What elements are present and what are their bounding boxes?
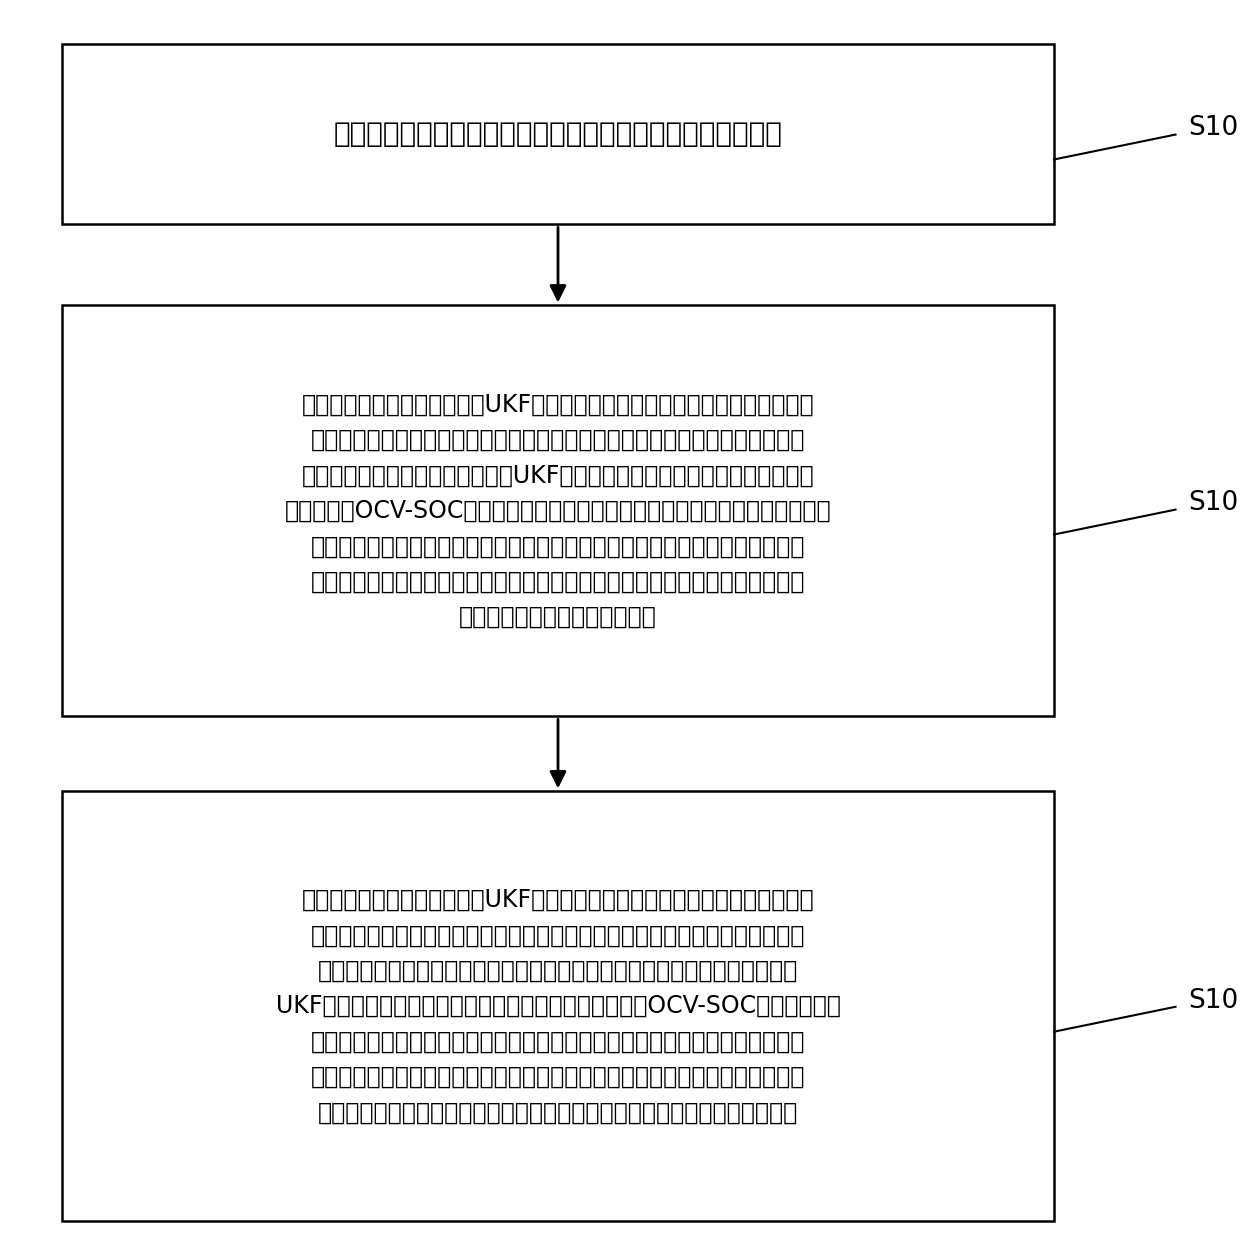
Bar <box>62 305 1054 716</box>
Text: S103: S103 <box>1188 988 1240 1013</box>
Bar <box>62 44 1054 224</box>
Text: 建立锂离子动力电池的荷电状态空间模型与健康状态空间模型: 建立锂离子动力电池的荷电状态空间模型与健康状态空间模型 <box>334 120 782 148</box>
Text: 基于荷电状态空间模型并利用UKF算法进行迭代计算，得到锂离子动力电池的荷
电状态与极化电压，根据极化电压更新健康状态空间模型中的极化电压参数；其
中，基于荷电状: 基于荷电状态空间模型并利用UKF算法进行迭代计算，得到锂离子动力电池的荷 电状态… <box>285 392 831 629</box>
Text: S101: S101 <box>1188 116 1240 141</box>
Text: 基于健康状态空间模型并利用UKF算法进行迭代计算，得到锂离子动力电池的欧
姆内阻，根据欧姆内阻计算得到锂离子动力电池的健康状态，并根据欧姆内阻更
新荷电状态空间: 基于健康状态空间模型并利用UKF算法进行迭代计算，得到锂离子动力电池的欧 姆内阻… <box>275 888 841 1124</box>
Bar <box>62 791 1054 1221</box>
Text: S102: S102 <box>1188 491 1240 516</box>
